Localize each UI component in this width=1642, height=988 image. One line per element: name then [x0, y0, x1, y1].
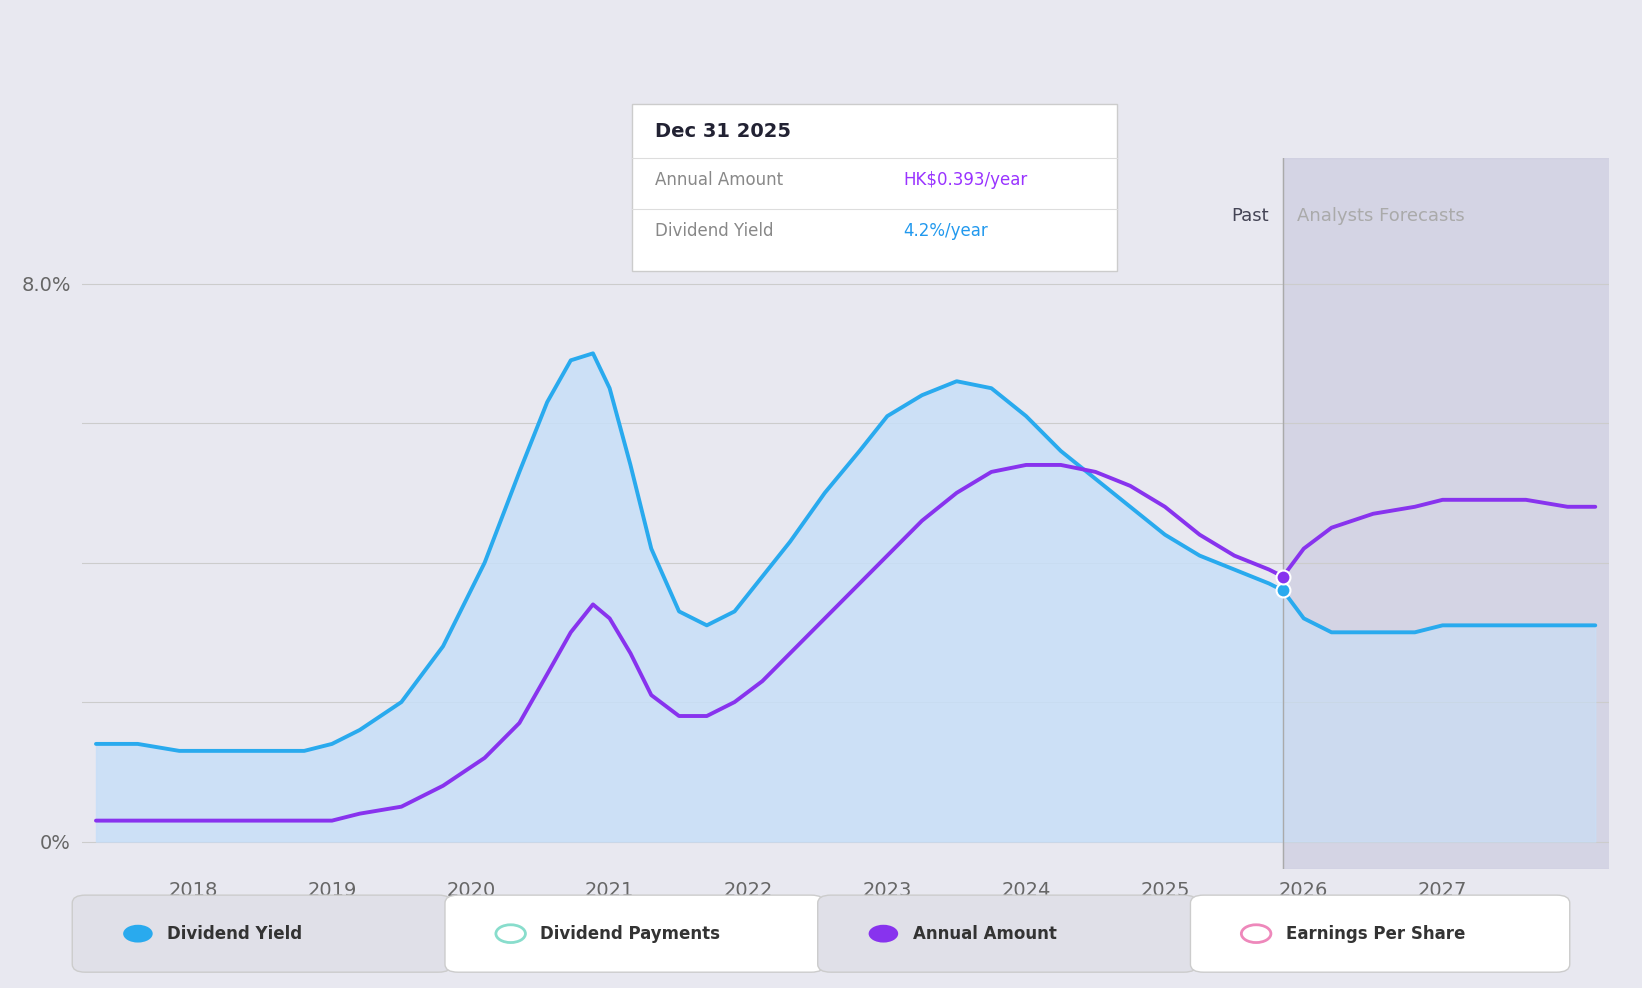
Text: Annual Amount: Annual Amount	[913, 925, 1057, 943]
Text: Analysts Forecasts: Analysts Forecasts	[1297, 206, 1465, 225]
Text: HK$0.393/year: HK$0.393/year	[903, 171, 1028, 189]
Text: Dividend Payments: Dividend Payments	[540, 925, 721, 943]
Text: Dec 31 2025: Dec 31 2025	[655, 122, 791, 140]
Text: Earnings Per Share: Earnings Per Share	[1286, 925, 1465, 943]
Bar	[1282, 158, 1642, 869]
Text: Dividend Yield: Dividend Yield	[655, 222, 773, 240]
Text: Past: Past	[1232, 206, 1269, 225]
Text: 4.2%/year: 4.2%/year	[903, 222, 988, 240]
Text: Dividend Yield: Dividend Yield	[167, 925, 302, 943]
Text: Annual Amount: Annual Amount	[655, 171, 783, 189]
